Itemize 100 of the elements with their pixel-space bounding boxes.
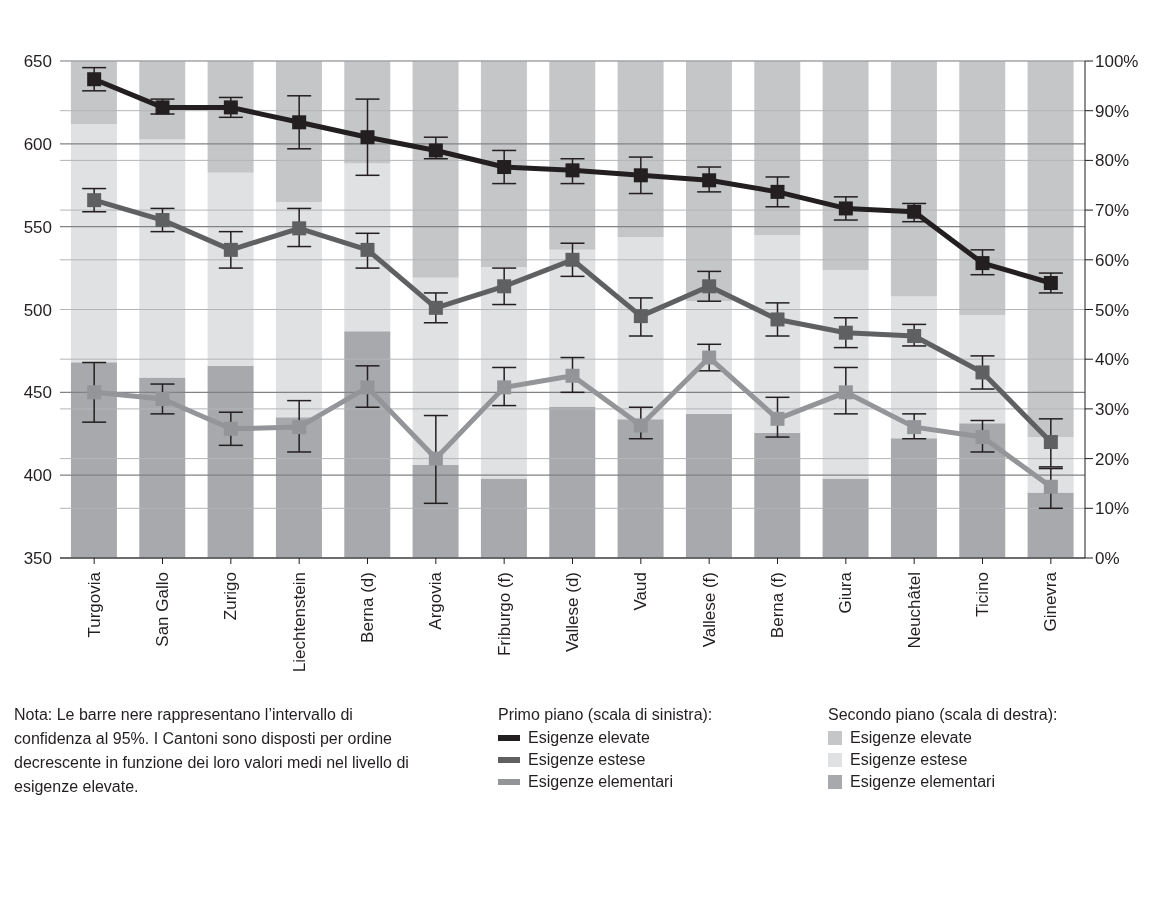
x-tick-label: Ginevra — [1041, 571, 1061, 632]
bar — [1027, 61, 1074, 438]
text: Nota: Le barre nere rappresentano l’intervallo di confidenza al 95%. I Cantoni sono disposti per ordine decrescente in funzione dei loro valori medi nel livello di esigenze elevate. — [14, 705, 410, 797]
point — [907, 329, 922, 344]
point — [155, 100, 170, 115]
point — [770, 411, 785, 426]
x-tick-label: Vaud — [631, 572, 651, 611]
y2-tick-label: 30% — [1095, 399, 1130, 419]
y-tick-label: 350 — [23, 549, 52, 569]
point — [155, 213, 170, 228]
point — [770, 184, 785, 199]
bar — [344, 163, 391, 332]
text: Primo piano (scala di sinistra): — [498, 705, 714, 725]
y2-tick-label: 100% — [1095, 52, 1139, 72]
bar — [207, 61, 254, 173]
y-tick-label: 550 — [23, 217, 52, 237]
point — [975, 365, 990, 380]
bar — [275, 61, 322, 203]
point — [633, 168, 648, 183]
bar — [480, 61, 527, 268]
bar — [685, 61, 732, 302]
point — [1043, 275, 1058, 290]
point — [565, 163, 580, 178]
point — [838, 385, 853, 400]
point — [770, 312, 785, 327]
text: Secondo piano (scala di destra): — [828, 705, 1059, 725]
point — [428, 451, 443, 466]
x-tick-label: Berna (d) — [358, 572, 377, 643]
point — [975, 256, 990, 271]
bar — [275, 202, 322, 418]
point — [292, 221, 307, 236]
x-tick-label: San Gallo — [153, 572, 172, 647]
point — [497, 160, 512, 175]
x-tick-label: Argovia — [426, 571, 446, 630]
bar — [412, 61, 459, 278]
y2-tick-label: 40% — [1095, 350, 1130, 370]
bar — [754, 61, 801, 235]
x-tick-label: Zurigo — [221, 572, 241, 621]
y2-tick-label: 60% — [1095, 250, 1130, 270]
point — [1043, 435, 1058, 450]
point — [292, 420, 307, 435]
point — [87, 72, 102, 87]
point — [838, 325, 853, 340]
bar — [754, 234, 801, 433]
y2-tick-label: 90% — [1095, 101, 1130, 121]
point — [497, 380, 512, 395]
legend-label: Esigenze elevate — [850, 728, 972, 748]
bar — [549, 61, 596, 250]
x-tick-label: Neuchâtel — [904, 572, 924, 649]
point — [1043, 479, 1058, 494]
legend-label: Esigenze elementari — [850, 772, 995, 792]
point — [702, 173, 717, 188]
bar — [344, 61, 391, 164]
point — [702, 350, 717, 365]
point — [633, 309, 648, 324]
legend-label: Esigenze elevate — [528, 728, 650, 748]
y2-tick-label: 50% — [1095, 300, 1130, 320]
legend-label: Esigenze estese — [528, 750, 646, 770]
bar — [207, 172, 254, 366]
point — [907, 204, 922, 219]
point — [87, 193, 102, 208]
point — [702, 279, 717, 294]
bar — [890, 61, 937, 297]
bar — [822, 61, 869, 271]
bar — [959, 61, 1006, 315]
point — [360, 380, 375, 395]
legend-label: Esigenze elementari — [528, 772, 673, 792]
y-tick-label: 650 — [23, 52, 52, 72]
x-tick-label: Berna (f) — [768, 572, 787, 639]
y2-tick-label: 70% — [1095, 201, 1130, 221]
point — [87, 385, 102, 400]
y-tick-label: 450 — [23, 383, 52, 403]
y-tick-label: 600 — [23, 134, 52, 154]
x-tick-label: Vallese (f) — [699, 572, 719, 648]
y2-tick-label: 20% — [1095, 449, 1130, 469]
point — [223, 421, 238, 436]
x-tick-label: Vallese (d) — [563, 572, 582, 652]
point — [155, 391, 170, 406]
bar — [822, 270, 869, 479]
point — [497, 279, 512, 294]
x-tick-label: Turgovia — [84, 571, 104, 638]
x-tick-label: Liechtenstein — [289, 572, 309, 673]
y2-tick-label: 80% — [1095, 151, 1130, 171]
bar — [480, 267, 527, 479]
bar — [139, 139, 186, 378]
x-tick-label: Ticino — [973, 572, 992, 617]
point — [907, 420, 922, 435]
point — [633, 418, 648, 433]
point — [223, 100, 238, 115]
bar — [617, 61, 664, 237]
x-tick-label: Giura — [836, 571, 856, 614]
x-tick-label: Friburgo (f) — [494, 572, 514, 657]
point — [360, 130, 375, 145]
legend-label: Esigenze estese — [850, 750, 968, 770]
point — [565, 368, 580, 383]
bar — [70, 124, 117, 363]
point — [223, 242, 238, 257]
y2-tick-label: 10% — [1095, 499, 1130, 519]
y2-tick-label: 0% — [1095, 549, 1120, 569]
point — [428, 300, 443, 315]
